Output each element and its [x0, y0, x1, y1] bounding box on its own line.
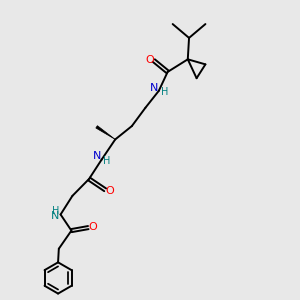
Text: N: N [92, 151, 101, 161]
Text: O: O [88, 222, 97, 232]
Text: H: H [103, 156, 111, 166]
Text: O: O [146, 55, 154, 65]
Polygon shape [96, 126, 115, 140]
Text: H: H [52, 206, 59, 216]
Text: O: O [105, 186, 114, 196]
Text: N: N [51, 211, 60, 221]
Text: H: H [161, 87, 168, 97]
Text: N: N [150, 82, 158, 92]
